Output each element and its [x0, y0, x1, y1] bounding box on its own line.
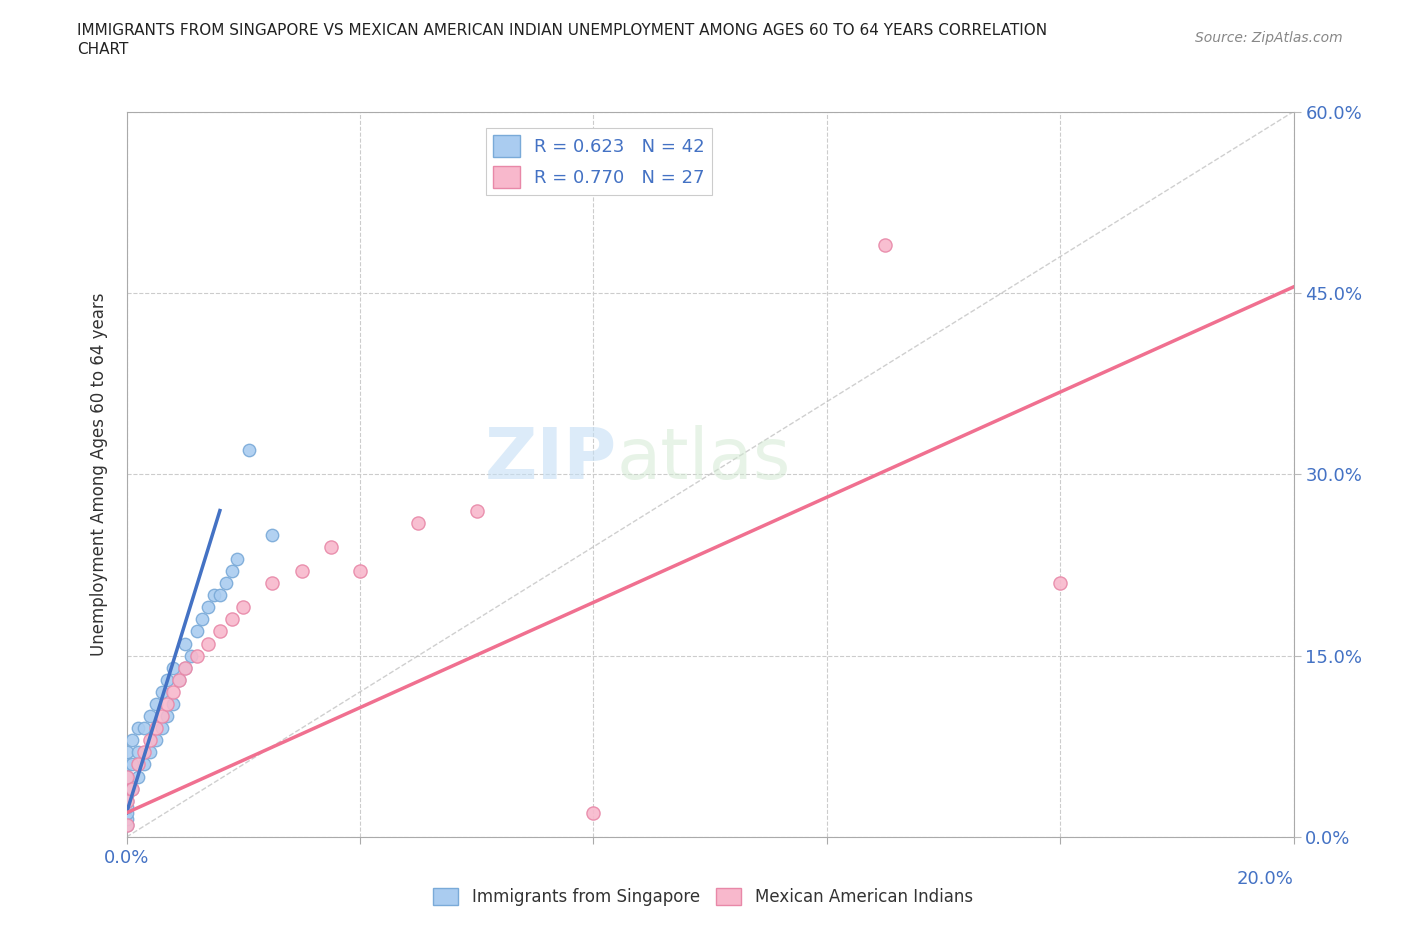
Point	[115, 793, 138, 808]
Point	[121, 781, 143, 796]
Y-axis label: Unemployment Among Ages 60 to 64 years: Unemployment Among Ages 60 to 64 years	[90, 293, 108, 656]
Point	[127, 769, 149, 784]
Point	[121, 781, 143, 796]
Point	[208, 624, 231, 639]
Point	[875, 237, 897, 252]
Point	[162, 660, 184, 675]
Point	[145, 721, 167, 736]
Point	[262, 527, 284, 542]
Point	[167, 672, 190, 687]
Point	[349, 564, 371, 578]
Point	[221, 612, 243, 627]
Point	[150, 709, 173, 724]
Point	[167, 672, 190, 687]
Point	[115, 787, 138, 802]
Point	[232, 600, 254, 615]
Point	[238, 443, 260, 458]
Point	[174, 660, 197, 675]
Text: CHART: CHART	[77, 42, 129, 57]
Point	[115, 793, 138, 808]
Point	[156, 697, 179, 711]
Point	[115, 811, 138, 827]
Point	[145, 733, 167, 748]
Point	[226, 551, 249, 566]
Point	[127, 721, 149, 736]
Point	[202, 588, 225, 603]
Point	[139, 733, 162, 748]
Point	[290, 564, 312, 578]
Point	[408, 515, 430, 530]
Point	[174, 660, 197, 675]
Point	[197, 600, 219, 615]
Point	[127, 745, 149, 760]
Point	[215, 576, 238, 591]
Point	[115, 805, 138, 820]
Text: Source: ZipAtlas.com: Source: ZipAtlas.com	[1195, 31, 1343, 45]
Point	[132, 757, 155, 772]
Point	[115, 817, 138, 832]
Point	[127, 757, 149, 772]
Point	[582, 805, 605, 820]
Point	[139, 709, 162, 724]
Point	[115, 745, 138, 760]
Legend: Immigrants from Singapore, Mexican American Indians: Immigrants from Singapore, Mexican Ameri…	[426, 881, 980, 912]
Point	[180, 648, 202, 663]
Point	[262, 576, 284, 591]
Point	[465, 503, 488, 518]
Point	[174, 636, 197, 651]
Point	[115, 757, 138, 772]
Point	[115, 769, 138, 784]
Text: IMMIGRANTS FROM SINGAPORE VS MEXICAN AMERICAN INDIAN UNEMPLOYMENT AMONG AGES 60 : IMMIGRANTS FROM SINGAPORE VS MEXICAN AME…	[77, 23, 1047, 38]
Point	[186, 648, 208, 663]
Point	[221, 564, 243, 578]
Point	[1049, 576, 1071, 591]
Point	[162, 684, 184, 699]
Point	[132, 721, 155, 736]
Point	[145, 697, 167, 711]
Point	[121, 733, 143, 748]
Text: 20.0%: 20.0%	[1237, 870, 1294, 887]
Point	[115, 781, 138, 796]
Legend: R = 0.623   N = 42, R = 0.770   N = 27: R = 0.623 N = 42, R = 0.770 N = 27	[485, 128, 713, 195]
Point	[132, 745, 155, 760]
Point	[115, 800, 138, 815]
Point	[156, 709, 179, 724]
Point	[156, 672, 179, 687]
Text: atlas: atlas	[617, 425, 792, 494]
Point	[115, 817, 138, 832]
Point	[150, 684, 173, 699]
Point	[115, 769, 138, 784]
Point	[150, 721, 173, 736]
Point	[319, 539, 342, 554]
Text: ZIP: ZIP	[485, 425, 617, 494]
Point	[139, 745, 162, 760]
Point	[191, 612, 214, 627]
Point	[162, 697, 184, 711]
Point	[197, 636, 219, 651]
Point	[208, 588, 231, 603]
Point	[186, 624, 208, 639]
Point	[121, 757, 143, 772]
